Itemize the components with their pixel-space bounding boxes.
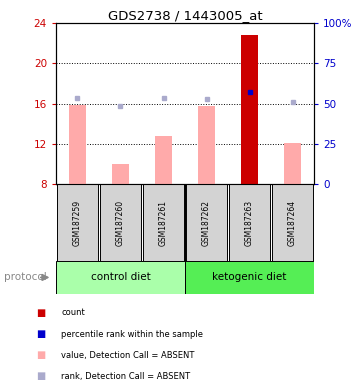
Text: control diet: control diet (91, 272, 151, 283)
Text: GSM187259: GSM187259 (73, 200, 82, 246)
Title: GDS2738 / 1443005_at: GDS2738 / 1443005_at (108, 9, 262, 22)
Text: ■: ■ (36, 308, 45, 318)
Bar (198, 106, 215, 184)
Bar (143, 184, 184, 261)
Text: count: count (61, 308, 85, 318)
Bar (155, 136, 172, 184)
Text: ketogenic diet: ketogenic diet (212, 272, 287, 283)
Text: GSM187261: GSM187261 (159, 200, 168, 246)
Bar (229, 184, 270, 261)
Text: ■: ■ (36, 371, 45, 381)
Text: protocol: protocol (4, 272, 46, 283)
Bar (272, 184, 313, 261)
Text: GSM187260: GSM187260 (116, 200, 125, 246)
Text: rank, Detection Call = ABSENT: rank, Detection Call = ABSENT (61, 372, 191, 381)
Text: GSM187263: GSM187263 (245, 200, 254, 246)
Bar (112, 164, 129, 184)
Bar (56, 261, 185, 294)
Bar (185, 261, 314, 294)
Bar (242, 35, 258, 184)
Bar (69, 105, 86, 184)
Text: percentile rank within the sample: percentile rank within the sample (61, 329, 203, 339)
Text: GSM187264: GSM187264 (288, 200, 297, 246)
Text: ■: ■ (36, 329, 45, 339)
Text: GSM187262: GSM187262 (202, 200, 211, 246)
Bar (57, 184, 98, 261)
Bar (284, 143, 301, 184)
Text: value, Detection Call = ABSENT: value, Detection Call = ABSENT (61, 351, 195, 360)
Bar (186, 184, 227, 261)
Bar (100, 184, 141, 261)
Text: ■: ■ (36, 350, 45, 360)
